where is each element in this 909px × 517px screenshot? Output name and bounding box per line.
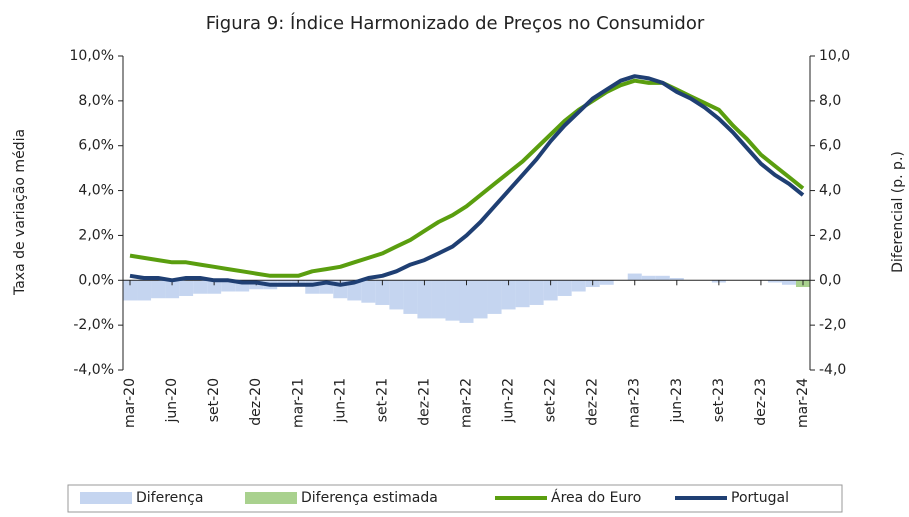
legend-box xyxy=(67,484,843,513)
y2-tick-label: 6,0 xyxy=(819,138,841,154)
y-axis-label: Taxa de variação média xyxy=(12,129,28,296)
bar xyxy=(473,280,488,319)
bar xyxy=(767,280,782,283)
legend-swatch xyxy=(245,492,297,504)
x-tick-label: jun-20 xyxy=(164,378,180,424)
x-tick-label: dez-20 xyxy=(248,378,264,426)
bar xyxy=(459,280,474,323)
x-tick-label: set-22 xyxy=(543,378,559,422)
x-tick-label: jun-21 xyxy=(332,378,348,424)
bar xyxy=(193,280,208,294)
bar xyxy=(375,280,390,305)
line xyxy=(129,74,805,287)
x-tick-label: dez-22 xyxy=(585,378,601,426)
x-tick-label: set-20 xyxy=(206,378,222,422)
x-tick-label: jun-22 xyxy=(501,378,517,424)
x-tick-label: mar-22 xyxy=(459,378,475,428)
bar xyxy=(599,280,614,285)
y2-tick-label: 10,0 xyxy=(819,48,850,64)
x-tick-label: dez-21 xyxy=(416,378,432,426)
y-tick-label: -4,0% xyxy=(73,362,114,378)
x-tick-label: mar-23 xyxy=(627,378,643,428)
bar xyxy=(627,273,642,281)
y2-tick-label: 8,0 xyxy=(819,93,841,109)
bar xyxy=(137,280,152,301)
y2-axis-label: Diferencial (p. p.) xyxy=(890,151,906,273)
bar xyxy=(445,280,460,321)
y2-tick-label: -2,0 xyxy=(819,317,846,333)
bar xyxy=(361,280,376,303)
x-tick-label: set-23 xyxy=(711,378,727,422)
x-tick-label: mar-24 xyxy=(795,378,811,428)
line xyxy=(129,78,805,278)
bar xyxy=(571,280,586,292)
x-tick-label: mar-20 xyxy=(122,378,138,428)
bar xyxy=(403,280,418,314)
bar xyxy=(417,280,432,319)
x-tick-label: jun-23 xyxy=(669,378,685,424)
bar xyxy=(501,280,516,310)
y-tick-label: 8,0% xyxy=(78,93,114,109)
y-tick-label: -2,0% xyxy=(73,317,114,333)
bar xyxy=(123,280,138,301)
y-tick-label: 10,0% xyxy=(70,48,114,64)
bar xyxy=(641,275,656,281)
legend-label: Diferença xyxy=(136,490,203,506)
bar xyxy=(557,280,572,296)
bar xyxy=(151,280,166,299)
y-tick-label: 2,0% xyxy=(78,227,114,243)
bar xyxy=(781,280,796,285)
bar xyxy=(431,280,446,319)
chart-title: Figura 9: Índice Harmonizado de Preços n… xyxy=(206,12,705,34)
bar xyxy=(207,280,222,294)
bar xyxy=(165,280,180,299)
x-tick-label: dez-23 xyxy=(753,378,769,426)
legend-label: Diferença estimada xyxy=(301,490,438,506)
y2-tick-label: 0,0 xyxy=(819,272,841,288)
legend-label: Área do Euro xyxy=(551,489,641,506)
y-tick-label: 6,0% xyxy=(78,138,114,154)
bar xyxy=(529,280,544,305)
y-tick-label: 0,0% xyxy=(78,272,114,288)
bar xyxy=(669,278,684,281)
bar xyxy=(221,280,236,292)
bar xyxy=(487,280,502,314)
bar xyxy=(655,275,670,281)
y2-tick-label: 4,0 xyxy=(819,183,841,199)
bar xyxy=(179,280,194,296)
x-tick-label: mar-21 xyxy=(290,378,306,428)
legend-label: Portugal xyxy=(731,490,789,506)
y-tick-label: 4,0% xyxy=(78,183,114,199)
bar xyxy=(235,280,250,292)
bar xyxy=(543,280,558,301)
x-tick-label: set-21 xyxy=(374,378,390,422)
legend-swatch xyxy=(80,492,132,504)
bar xyxy=(389,280,404,310)
y2-tick-label: 2,0 xyxy=(819,227,841,243)
bar xyxy=(347,280,362,301)
bar xyxy=(515,280,530,308)
y2-tick-label: -4,0 xyxy=(819,362,846,378)
